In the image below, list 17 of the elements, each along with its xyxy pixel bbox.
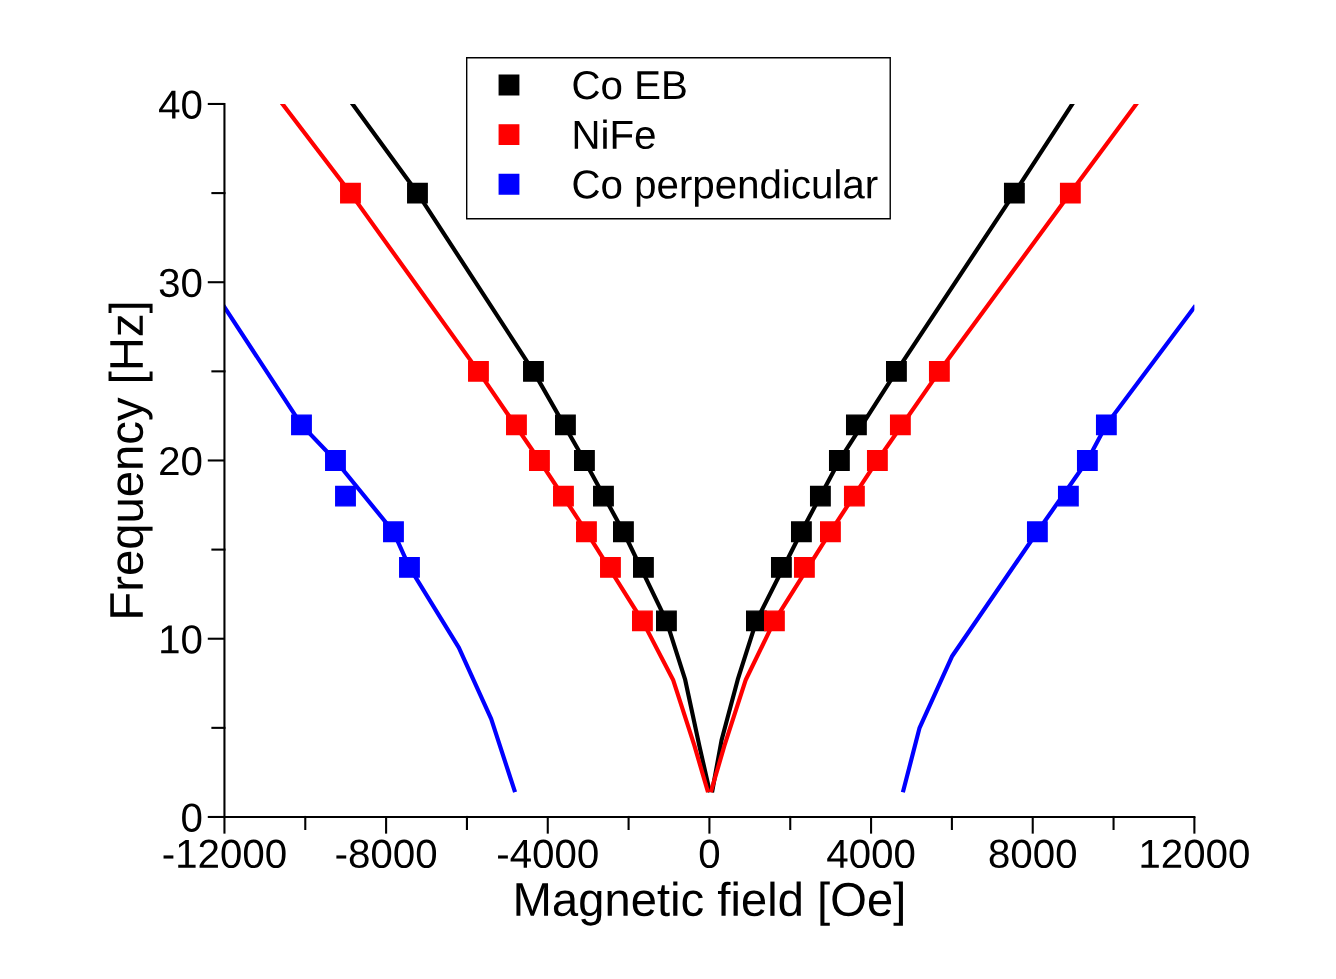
x-tick-label: 12000 xyxy=(1141,839,1249,869)
x-tick-label: 0 xyxy=(699,839,720,869)
x-tick-label: -4000 xyxy=(498,839,598,869)
y-axis-title: Frequency [Hz] xyxy=(108,303,153,617)
legend-label: NiFe xyxy=(574,119,655,150)
x-tick-label: 4000 xyxy=(827,839,915,869)
y-tick-label: 10 xyxy=(161,625,202,654)
legend-label: Co EB xyxy=(573,70,686,100)
y-tick-label: 20 xyxy=(160,446,202,476)
legend-label: Co perpendicular xyxy=(573,169,878,207)
y-tick-label: 40 xyxy=(159,90,202,119)
y-tick-label: 30 xyxy=(159,268,202,298)
y-tick-label: 0 xyxy=(182,803,202,832)
x-tick-label: -8000 xyxy=(336,839,437,869)
x-tick-label: 8000 xyxy=(989,839,1076,869)
x-axis-title: Magnetic field [Oe] xyxy=(516,881,903,926)
x-tick-label: -12000 xyxy=(163,839,286,869)
